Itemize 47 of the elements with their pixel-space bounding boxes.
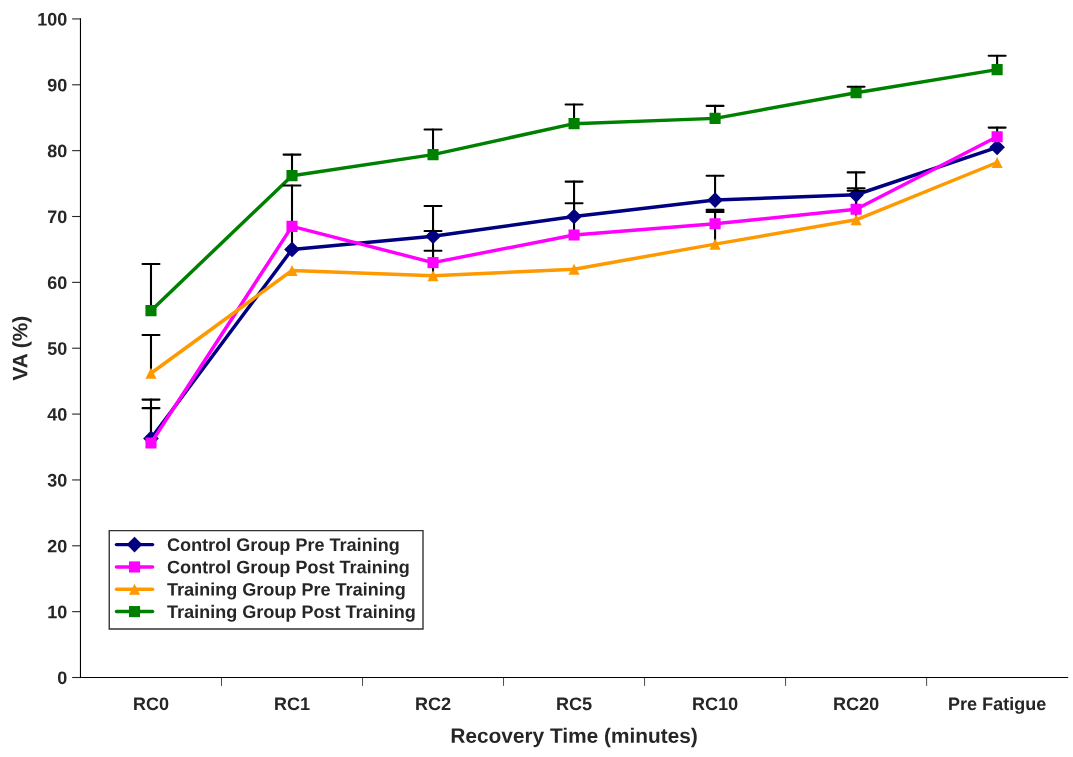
point <box>145 305 157 317</box>
y-tick-label: 0 <box>57 671 67 685</box>
y-axis-title: VA (%) <box>12 316 32 381</box>
x-tick-label: RC1 <box>275 697 310 711</box>
point <box>427 270 439 282</box>
point <box>850 203 862 215</box>
x-tick-label: Pre Fatigue <box>949 696 1046 714</box>
x-tick-label: RC20 <box>834 697 879 711</box>
legend-label: Control Group Post Training <box>167 560 409 578</box>
point <box>568 118 580 130</box>
x-tick-label: RC10 <box>693 697 738 711</box>
point <box>145 437 157 449</box>
point <box>991 156 1003 169</box>
point <box>709 218 721 230</box>
legend-label: Training Group Pre Training <box>167 582 405 600</box>
y-tick-label: 60 <box>47 276 67 290</box>
point <box>709 238 721 250</box>
y-tick-label: 20 <box>47 539 67 553</box>
point <box>568 229 580 241</box>
y-tick-label: 90 <box>47 78 67 92</box>
point <box>286 264 298 277</box>
point <box>991 131 1003 143</box>
point <box>427 257 439 269</box>
point <box>991 64 1003 76</box>
point <box>284 241 300 258</box>
x-tick-label: RC5 <box>557 697 592 711</box>
y-tick-label: 50 <box>47 342 67 355</box>
x-tick-label: RC2 <box>416 697 451 711</box>
point <box>425 228 441 245</box>
point <box>568 263 580 275</box>
x-tick-label: RC0 <box>134 697 169 711</box>
point <box>850 214 862 226</box>
x-axis-title: Recovery Time (minutes) <box>451 727 697 748</box>
point <box>709 112 721 124</box>
point <box>145 367 157 379</box>
point <box>566 208 582 225</box>
y-tick-label: 80 <box>47 144 67 158</box>
y-tick-label: 10 <box>48 605 67 619</box>
point <box>286 220 298 232</box>
y-tick-label: 40 <box>47 408 67 421</box>
point <box>427 149 439 161</box>
legend-label: Control Group Pre Training <box>167 537 399 555</box>
y-tick-label: 70 <box>47 210 67 224</box>
point <box>286 170 298 182</box>
y-tick-label: 30 <box>47 473 67 487</box>
y-tick-label: 100 <box>38 12 67 26</box>
legend-label: Training Group Post Training <box>167 604 415 622</box>
